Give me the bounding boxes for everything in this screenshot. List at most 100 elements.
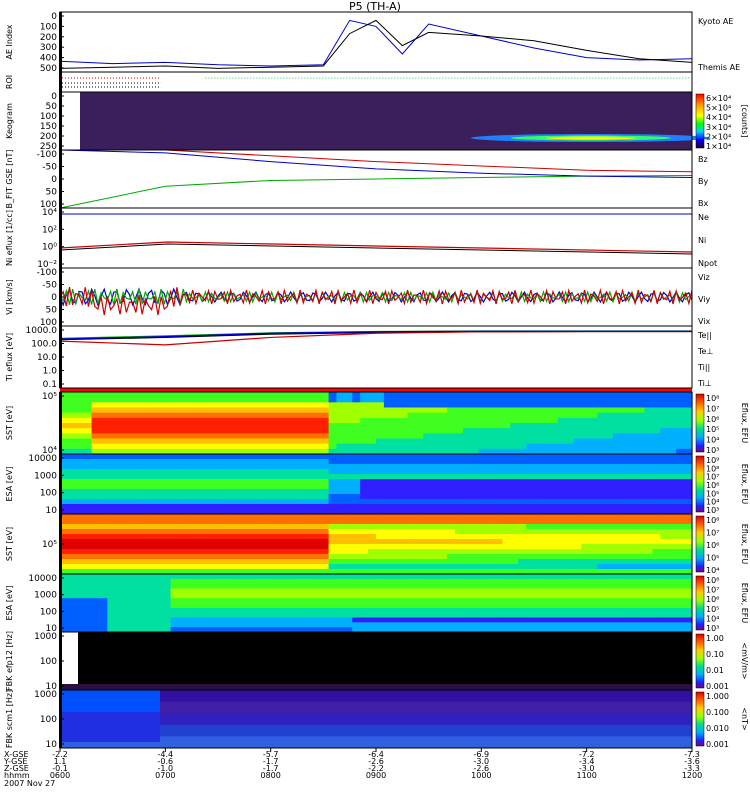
legend-bx: Bx (698, 199, 708, 208)
colorbar-tick-label: 10⁸ (706, 464, 719, 473)
time-label: 0600 (50, 771, 70, 780)
y-axis-label: ESA [eV] (5, 586, 14, 621)
colorbar-tick-label: 10⁴ (706, 498, 719, 507)
data-quality-bar (60, 388, 692, 392)
y-tick-label: 100.0 (31, 340, 57, 350)
y-axis-label: SST [eV] (5, 527, 14, 561)
y-tick-label: 250 (40, 142, 57, 152)
y-axis-label: Ti eflux [eV] (5, 333, 14, 382)
x-gse-value: -6.9 (474, 750, 490, 759)
y-tick-label: 0 (51, 92, 57, 102)
y-gse-value: -2.6 (368, 757, 384, 766)
panel-frame (59, 207, 693, 269)
z-gse-value: -1.7 (263, 764, 279, 773)
colorbar-tick-label: 10⁷ (706, 586, 719, 595)
z-gse-value: -2.2 (368, 764, 384, 773)
y-tick-label: 100 (40, 200, 57, 210)
y-tick-label: 100 (40, 715, 57, 725)
y-tick-label: 50 (46, 102, 58, 112)
axis-row-label: Z-GSE (4, 764, 29, 773)
colorbar-title: <mV/m> (740, 642, 749, 679)
legend-viy: Viy (698, 295, 711, 304)
time-label: 0900 (366, 771, 386, 780)
legend-bz: Bz (698, 155, 708, 164)
colorbar (695, 633, 705, 689)
y-tick-label: 10⁴ (42, 208, 57, 218)
time-label: 1200 (682, 771, 702, 780)
legend-viz: Viz (698, 273, 710, 282)
y-tick-label: 10 (46, 506, 58, 516)
y-axis-label: Ni eflux [1/cc] (5, 210, 14, 266)
axis-ruler (59, 208, 62, 268)
panel-sst_i: SST [eV] 10⁵ 10⁸ 10⁷ 10⁶ 10⁵ 10⁴ Eflux, EFU (5, 513, 749, 575)
y-tick-label: 1.0 (43, 367, 58, 377)
spectrogram-sst_i (60, 514, 693, 575)
colorbar-title: <nT> (740, 707, 749, 730)
axis-ruler (59, 514, 62, 574)
colorbar-tick-label: 1×10⁴ (706, 142, 731, 151)
colorbar-tick-label: 10⁶ (706, 541, 719, 550)
colorbar-tick-label: 0.010 (706, 724, 729, 733)
y-axis-label: FBK scm1 [Hz] (5, 690, 14, 748)
y-tick-label: 1000.0 (26, 326, 58, 336)
colorbar-tick-label: 10³ (706, 446, 719, 455)
colorbar-tick-label: 10⁷ (706, 529, 719, 538)
y-tick-label: 10⁴ (42, 446, 57, 456)
legend-kyotoae: Kyoto AE (698, 17, 733, 26)
panel-roi: ROI (5, 71, 693, 93)
colorbar-tick-label: 10⁸ (706, 516, 719, 525)
colorbar (695, 455, 705, 513)
y-gse-value: -3.6 (684, 757, 700, 766)
z-gse-value: -3.3 (684, 764, 700, 773)
series-viy (59, 288, 693, 306)
y-tick-label: 10⁵ (42, 540, 57, 550)
colorbar (695, 575, 705, 631)
time-label: 0700 (155, 771, 175, 780)
colorbar-tick-label: 10⁷ (706, 404, 719, 413)
colorbar-tick-label: 3×10⁴ (706, 123, 731, 132)
axis-row-label: 2007 Nov 27 (4, 779, 55, 788)
y-tick-label: 10.0 (37, 353, 57, 363)
panel-density: Ni eflux [1/cc] 10⁴ 10² 10⁰ 10⁻² Ne Ni Npot (5, 207, 717, 270)
panel-frame (59, 71, 693, 93)
panel-frame (59, 325, 693, 389)
spectrogram-sst_e (60, 392, 693, 455)
y-tick-label: 0 (51, 293, 57, 303)
spectrogram-fbk-e (60, 632, 692, 690)
panel-esa_e: ESA [eV] 10000 1000 100 10 10⁹10⁸10⁷10⁶10⁵10⁴… (5, 453, 749, 516)
x-gse-value: -2.2 (52, 750, 68, 759)
y-gse-value: -0.6 (158, 757, 174, 766)
y-tick-label: 10 (46, 682, 58, 692)
colorbar-tick-label: 0.100 (706, 708, 729, 717)
y-tick-label: 100 (40, 112, 57, 122)
y-tick-label: 0 (51, 175, 57, 185)
colorbar-tick-label: 10⁵ (706, 489, 719, 498)
z-gse-value: -1.0 (158, 764, 174, 773)
time-label: 0800 (260, 771, 280, 780)
x-gse-value: -6.4 (368, 750, 384, 759)
series-ni (59, 243, 693, 255)
y-tick-label: 100 (40, 607, 57, 617)
y-tick-label: 10 (46, 624, 58, 634)
colorbar-tick-label: 10³ (706, 506, 719, 515)
y-tick-label: 100 (40, 22, 57, 32)
colorbar-tick-label: 10⁵ (706, 554, 719, 563)
colorbar-tick-label: 6×10⁴ (706, 94, 731, 103)
axis-ruler (59, 72, 62, 92)
time-label: 1000 (471, 771, 491, 780)
y-tick-label: 500 (40, 64, 57, 74)
y-tick-label: 10⁻² (37, 260, 57, 270)
series-ti (59, 330, 692, 340)
y-tick-label: 0 (51, 12, 57, 22)
y-axis-label: ESA [eV] (5, 467, 14, 502)
axis-row-label: Y-GSE (3, 757, 27, 766)
legend-themisae: Themis AE (697, 63, 740, 72)
legend-te: Te⊥ (697, 347, 713, 356)
y-axis-label: AE Index (5, 24, 14, 59)
panel-fbk_e: FBK efp12 [Hz] 1000 100 10 1.00 0.10 0.01 0.001… (5, 631, 749, 692)
